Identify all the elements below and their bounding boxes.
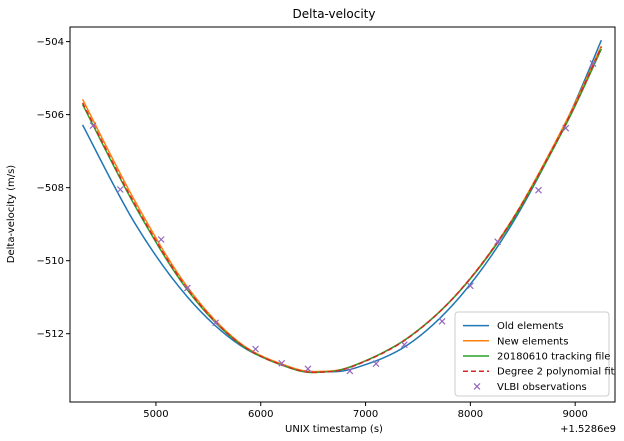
vlbi-observation-point bbox=[466, 282, 474, 290]
vlbi-observation-point bbox=[212, 319, 220, 327]
legend-label: New elements bbox=[497, 336, 568, 347]
vlbi-observation-point bbox=[346, 367, 354, 375]
legend-label: Degree 2 polynomial fit bbox=[497, 367, 615, 378]
chart-title: Delta-velocity bbox=[293, 7, 376, 21]
plot-frame bbox=[69, 26, 616, 403]
y-tick-label: −508 bbox=[37, 183, 64, 194]
vlbi-observation-point bbox=[589, 60, 597, 67]
vlbi-observation-point bbox=[89, 122, 97, 130]
legend-box bbox=[454, 311, 610, 397]
x-tick-label: 8000 bbox=[458, 409, 483, 420]
legend: Old elements New elements 20180610 trackin… bbox=[454, 311, 615, 397]
vlbi-observation-point bbox=[116, 186, 124, 193]
y-axis: −504 −506 −508 −510 −512 bbox=[37, 37, 70, 340]
vlbi-observation-point bbox=[562, 124, 570, 132]
x-tick-label: 6000 bbox=[248, 409, 273, 420]
y-axis-label: Delta-velocity (m/s) bbox=[6, 165, 17, 264]
legend-item: VLBI observations bbox=[473, 382, 587, 393]
legend-label: VLBI observations bbox=[497, 382, 587, 393]
20180610-tracking-file-line bbox=[81, 48, 603, 374]
vlbi-observation-point bbox=[494, 238, 502, 246]
x-offset-label: +1.5286e9 bbox=[560, 424, 616, 435]
x-tick-label: 9000 bbox=[562, 409, 587, 420]
y-tick-label: −512 bbox=[37, 329, 64, 340]
legend-item: 20180610 tracking file bbox=[463, 352, 610, 363]
x-axis-label: UNIX timestamp (s) bbox=[285, 424, 383, 435]
x-tick-label: 5000 bbox=[143, 409, 168, 420]
vlbi-observation-point bbox=[183, 284, 191, 292]
legend-item: Degree 2 polynomial fit bbox=[463, 367, 615, 378]
vlbi-observation-point bbox=[438, 317, 446, 325]
vlbi-observation-point bbox=[157, 236, 165, 243]
y-tick-label: −510 bbox=[37, 256, 64, 267]
series-layer bbox=[81, 39, 603, 375]
legend-label: 20180610 tracking file bbox=[497, 352, 610, 363]
legend-label: Old elements bbox=[497, 321, 564, 332]
vlbi-observation-point bbox=[400, 341, 408, 349]
x-axis: 5000 6000 7000 8000 9000 bbox=[143, 402, 588, 420]
vlbi-observation-point bbox=[278, 359, 286, 367]
legend-item: Old elements bbox=[463, 321, 564, 332]
y-tick-label: −504 bbox=[37, 37, 64, 48]
vlbi-observation-point bbox=[372, 360, 380, 368]
y-tick-label: −506 bbox=[37, 110, 64, 121]
vlbi-observation-point bbox=[535, 186, 542, 194]
vlbi-observation-point bbox=[304, 365, 312, 373]
legend-item: New elements bbox=[463, 336, 568, 347]
vlbi-observation-point bbox=[252, 345, 259, 353]
x-tick-label: 7000 bbox=[353, 409, 378, 420]
